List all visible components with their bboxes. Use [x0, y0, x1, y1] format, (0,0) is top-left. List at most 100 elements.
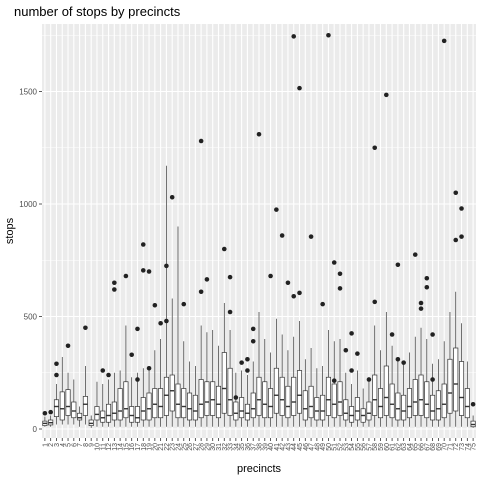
box-iqr	[187, 392, 193, 421]
outlier-point	[169, 194, 175, 200]
box-iqr	[158, 388, 164, 419]
x-tick-label: 36	[245, 443, 252, 451]
outlier-point	[100, 368, 106, 373]
box-iqr	[325, 376, 331, 416]
outlier-point	[245, 368, 250, 373]
outlier-point	[245, 356, 250, 362]
x-tick-label: 10	[94, 443, 101, 451]
box-iqr	[215, 385, 222, 419]
x-tick-label: 75	[471, 443, 478, 451]
x-tick-label: 8	[83, 443, 90, 447]
box-iqr	[181, 388, 187, 419]
outlier-point	[123, 273, 129, 279]
x-tick-label: 44	[291, 443, 298, 451]
box-iqr	[169, 374, 175, 412]
outlier-point	[337, 271, 343, 277]
box-iqr	[262, 381, 268, 419]
outlier-point	[256, 131, 262, 137]
outlier-point	[384, 92, 389, 98]
box-precinct-11	[100, 368, 106, 427]
x-tick-label: 31	[216, 443, 223, 451]
x-axis-title: precincts	[237, 463, 282, 475]
box-precinct-60	[383, 92, 389, 427]
box-precinct-59	[378, 350, 384, 427]
box-iqr	[134, 406, 140, 423]
outlier-point	[331, 260, 337, 265]
outlier-point	[430, 332, 435, 337]
x-tick-label: 67	[424, 443, 431, 451]
outlier-point	[308, 234, 314, 239]
x-tick-label: 72	[453, 443, 460, 451]
box-precinct-57	[366, 377, 372, 427]
x-tick-label: 25	[181, 443, 188, 451]
box-precinct-51	[331, 260, 337, 427]
x-tick-label: 62	[395, 443, 402, 451]
outlier-point	[355, 351, 360, 356]
x-tick-label: 69	[436, 443, 443, 451]
box-iqr	[349, 406, 355, 423]
x-tick-label: 37	[251, 443, 258, 451]
box-iqr	[418, 374, 424, 416]
x-tick-label: 43	[285, 443, 292, 451]
x-tick-label: 41	[274, 443, 281, 451]
box-iqr	[204, 381, 210, 416]
box-precinct-68	[430, 332, 436, 427]
outlier-point	[418, 300, 424, 306]
x-tick-label: 53	[343, 443, 350, 451]
box-precinct-5	[65, 343, 71, 425]
x-tick-label: 2	[48, 443, 55, 447]
box-iqr	[256, 376, 262, 416]
outlier-point	[227, 309, 233, 315]
outlier-point	[401, 360, 406, 365]
box-precinct-16	[129, 352, 135, 427]
box-iqr	[111, 401, 117, 421]
box-precinct-58	[372, 145, 378, 427]
box-iqr	[210, 381, 216, 416]
box-precinct-70	[441, 38, 447, 427]
x-tick-label: 32	[222, 443, 229, 451]
box-precinct-50	[325, 32, 331, 427]
box-precinct-10	[94, 381, 100, 427]
box-iqr	[65, 389, 71, 416]
box-iqr	[71, 401, 77, 419]
box-precinct-24	[175, 226, 181, 427]
x-tick-label: 61	[390, 443, 397, 451]
box-precinct-56	[360, 388, 366, 427]
outlier-point	[459, 234, 464, 239]
box-iqr	[198, 379, 204, 419]
x-tick-label: 38	[257, 443, 264, 451]
box-iqr	[59, 391, 65, 421]
box-precinct-18	[140, 242, 146, 427]
box-iqr	[82, 396, 88, 416]
box-iqr	[343, 399, 349, 421]
box-precinct-9	[88, 415, 94, 428]
outlier-point	[285, 280, 291, 286]
outlier-point	[453, 190, 459, 196]
outlier-point	[291, 293, 297, 299]
box-iqr	[221, 352, 227, 414]
x-tick-label: 68	[430, 443, 437, 451]
box-iqr	[123, 381, 129, 419]
outlier-point	[65, 343, 71, 349]
box-precinct-69	[435, 359, 441, 427]
outlier-point	[320, 301, 325, 307]
box-iqr	[314, 397, 320, 421]
outlier-point	[297, 85, 302, 91]
x-tick-label: 74	[465, 443, 472, 451]
box-precinct-33	[227, 274, 233, 427]
x-tick-label: 12	[106, 443, 113, 451]
x-tick-label: 45	[297, 443, 304, 451]
box-series	[42, 32, 476, 428]
outlier-point	[146, 269, 152, 274]
box-iqr	[53, 399, 59, 417]
box-precinct-41	[273, 207, 279, 427]
box-precinct-31	[215, 345, 222, 427]
x-tick-label: 4	[60, 443, 67, 447]
chart-title: number of stops by precincts	[14, 4, 181, 19]
x-tick-label: 20	[152, 443, 159, 451]
box-precinct-27	[192, 366, 198, 427]
box-iqr	[459, 361, 465, 416]
outlier-point	[389, 332, 395, 337]
box-iqr	[412, 379, 418, 416]
x-tick-label: 46	[303, 443, 310, 451]
